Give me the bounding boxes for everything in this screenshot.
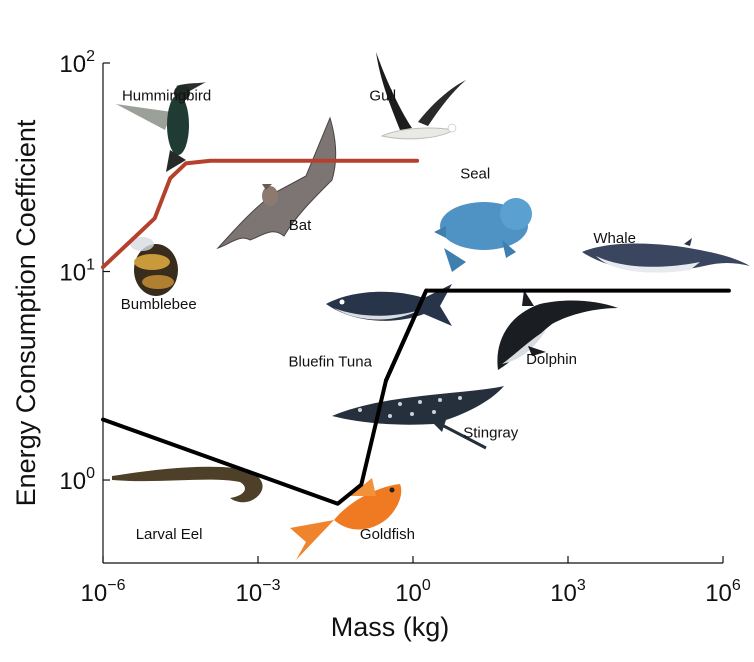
- x-tick-label: 103: [550, 577, 586, 607]
- y-tick-label: 101: [59, 257, 95, 287]
- animal-label-bumblebee: Bumblebee: [121, 296, 197, 313]
- animal-label-hummingbird: Hummingbird: [122, 88, 211, 105]
- x-axis-ticks: 10−6 10−3 100 103 106: [81, 556, 741, 607]
- whale-icon: [582, 238, 750, 273]
- animal-label-whale: Whale: [593, 230, 636, 247]
- bat-icon: [216, 116, 337, 250]
- hummingbird-icon: [116, 82, 206, 172]
- y-tick-label: 100: [59, 465, 95, 495]
- gull-icon: [376, 52, 466, 140]
- bumblebee-icon: [130, 237, 178, 296]
- series-layer: [101, 158, 731, 506]
- series-line-1: [101, 158, 420, 270]
- animal-label-seal: Seal: [460, 165, 490, 182]
- goldfish-icon: [290, 478, 402, 560]
- x-tick-label: 106: [705, 577, 741, 607]
- x-tick-label: 100: [395, 577, 431, 607]
- animal-label-bat: Bat: [289, 217, 312, 234]
- bluefin-tuna-icon: [326, 284, 452, 326]
- dolphin-icon: [497, 290, 618, 370]
- series-line-3: [384, 288, 429, 383]
- animal-illustrations: [112, 52, 750, 560]
- animal-label-larval-eel: Larval Eel: [136, 526, 203, 543]
- animal-labels: Hummingbird Gull Bat Seal Whale Bumblebee Blue…: [121, 88, 636, 544]
- larval-eel-icon: [112, 466, 263, 503]
- animal-label-goldfish: Goldfish: [360, 526, 415, 543]
- series-line-2: [101, 288, 731, 506]
- x-axis-label: Mass (kg): [331, 612, 450, 642]
- x-tick-label: 10−6: [81, 577, 126, 607]
- animal-label-gull: Gull: [369, 88, 396, 105]
- y-tick-label: 102: [59, 48, 95, 78]
- x-tick-label: 10−3: [236, 577, 281, 607]
- y-axis-ticks: 100 101 102: [59, 48, 110, 495]
- seal-icon: [434, 198, 532, 272]
- y-axis-label: Energy Consumption Coefficient: [11, 119, 41, 506]
- animal-label-bluefin-tuna: Bluefin Tuna: [289, 354, 373, 371]
- animal-label-dolphin: Dolphin: [526, 351, 577, 368]
- animal-label-stingray: Stingray: [463, 424, 519, 441]
